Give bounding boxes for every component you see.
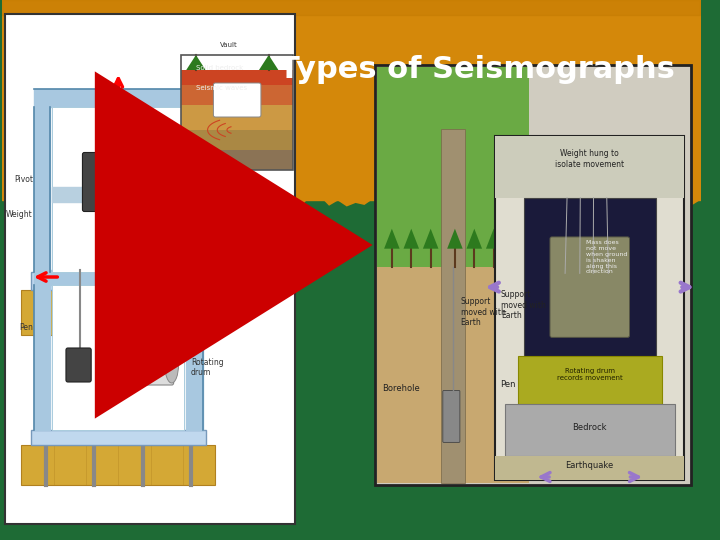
FancyBboxPatch shape — [53, 285, 184, 430]
FancyBboxPatch shape — [377, 267, 528, 483]
FancyBboxPatch shape — [31, 272, 206, 290]
FancyBboxPatch shape — [495, 136, 684, 480]
Text: Mass does
not move
when ground
is shaken
along this
direction: Mass does not move when ground is shaken… — [586, 240, 627, 274]
Text: Earthquake: Earthquake — [566, 461, 614, 470]
FancyBboxPatch shape — [53, 107, 184, 272]
Text: Rotating
drum: Rotating drum — [191, 357, 224, 377]
Ellipse shape — [97, 347, 111, 383]
FancyBboxPatch shape — [6, 14, 295, 524]
Text: Pivot: Pivot — [99, 300, 116, 306]
FancyBboxPatch shape — [102, 345, 174, 385]
Polygon shape — [423, 228, 438, 249]
FancyBboxPatch shape — [31, 430, 206, 445]
Text: Ground: Ground — [244, 298, 273, 307]
Ellipse shape — [165, 347, 179, 383]
FancyBboxPatch shape — [22, 290, 215, 335]
Text: Wire: Wire — [99, 313, 114, 319]
Text: Pivot: Pivot — [14, 175, 33, 184]
Polygon shape — [259, 55, 279, 70]
Polygon shape — [486, 228, 501, 249]
FancyBboxPatch shape — [181, 130, 293, 150]
FancyBboxPatch shape — [523, 198, 656, 360]
FancyBboxPatch shape — [495, 456, 684, 480]
FancyBboxPatch shape — [213, 83, 261, 117]
Text: Pen: Pen — [19, 323, 33, 332]
FancyBboxPatch shape — [66, 348, 91, 382]
FancyBboxPatch shape — [22, 445, 215, 485]
Text: Weight hung to
isolate movement: Weight hung to isolate movement — [555, 149, 624, 168]
FancyBboxPatch shape — [505, 404, 675, 456]
Text: Support
moved with
Earth: Support moved with Earth — [461, 297, 505, 327]
FancyBboxPatch shape — [443, 390, 460, 442]
FancyBboxPatch shape — [181, 85, 293, 105]
FancyBboxPatch shape — [181, 70, 293, 85]
Polygon shape — [467, 228, 482, 249]
FancyBboxPatch shape — [375, 65, 690, 485]
FancyBboxPatch shape — [550, 237, 629, 338]
FancyBboxPatch shape — [129, 145, 176, 219]
FancyBboxPatch shape — [518, 356, 662, 404]
FancyBboxPatch shape — [377, 67, 528, 267]
Polygon shape — [447, 228, 463, 249]
Text: Types of Seismographs: Types of Seismographs — [279, 56, 675, 84]
Text: Borehole: Borehole — [382, 384, 420, 394]
FancyBboxPatch shape — [495, 136, 684, 198]
Text: Rotating drum
records movement: Rotating drum records movement — [557, 368, 623, 381]
Text: Bedrock: Bedrock — [572, 423, 607, 432]
Text: Support
moved with
Earth: Support moved with Earth — [501, 291, 546, 320]
FancyBboxPatch shape — [441, 130, 465, 483]
Text: Pen: Pen — [123, 183, 137, 192]
Text: Rotating
drum: Rotating drum — [191, 174, 224, 194]
Polygon shape — [2, 0, 701, 212]
Text: Pen: Pen — [500, 380, 516, 389]
Text: Seismic waves: Seismic waves — [196, 85, 247, 91]
Polygon shape — [403, 228, 419, 249]
Polygon shape — [384, 228, 400, 249]
Text: Weight: Weight — [6, 210, 33, 219]
Text: Weight: Weight — [99, 326, 123, 332]
FancyBboxPatch shape — [181, 150, 293, 170]
FancyBboxPatch shape — [181, 105, 293, 130]
Polygon shape — [186, 55, 206, 70]
Text: Vault: Vault — [220, 42, 238, 48]
FancyBboxPatch shape — [83, 152, 115, 212]
Ellipse shape — [130, 140, 174, 154]
Text: Solid bedrock: Solid bedrock — [196, 65, 243, 71]
